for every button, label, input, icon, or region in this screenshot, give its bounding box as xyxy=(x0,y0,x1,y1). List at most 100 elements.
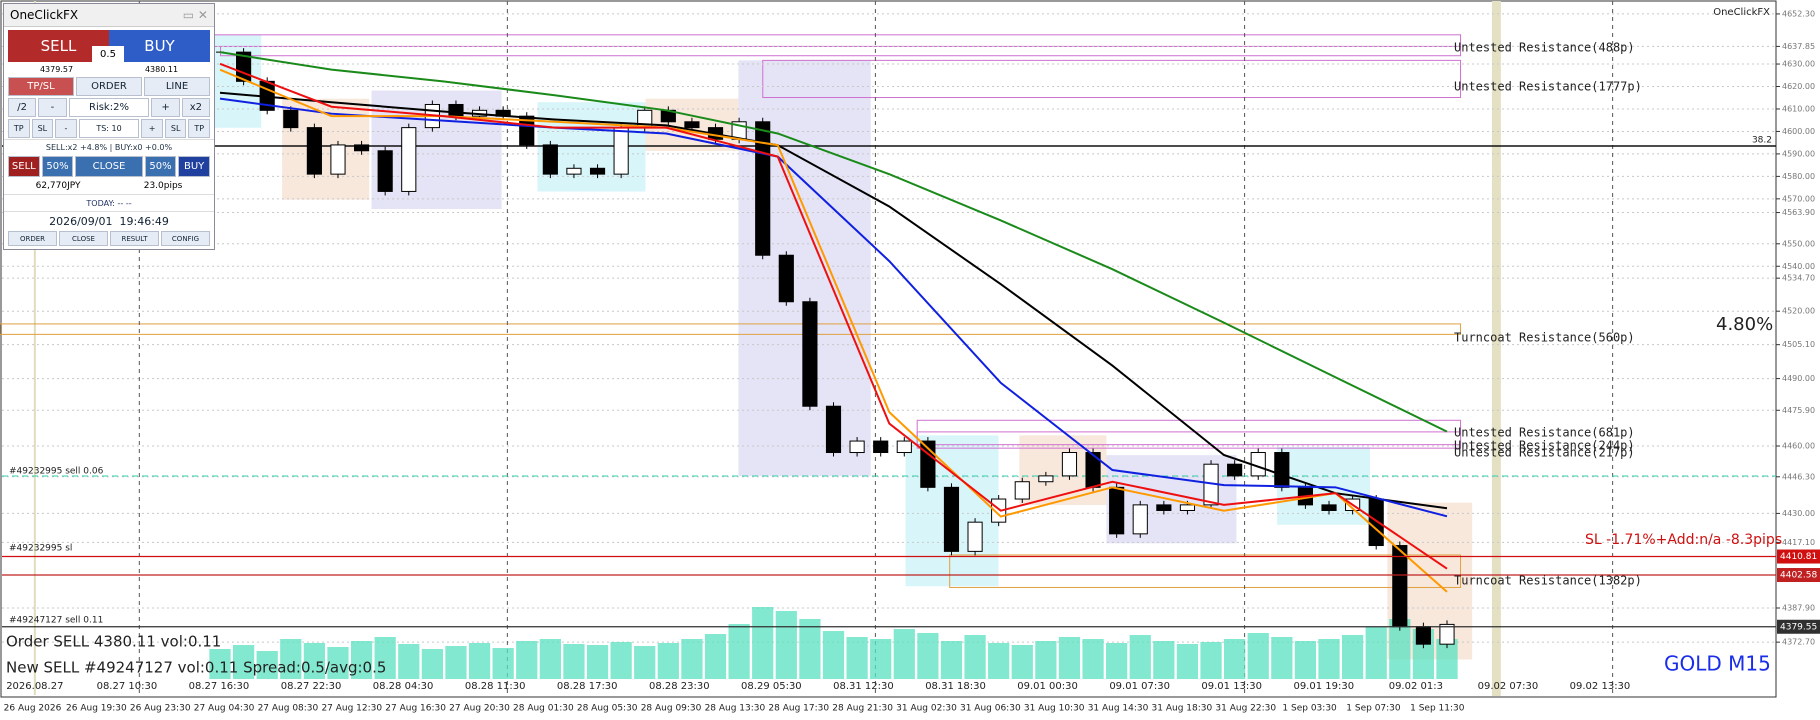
panel-button[interactable]: ORDER xyxy=(8,231,57,246)
annotation: Untested Resistance(681p) xyxy=(1454,426,1635,440)
quotes: 4379.57 4380.11 xyxy=(4,62,214,76)
resistance-zone xyxy=(220,45,1462,57)
candle xyxy=(1061,452,1078,477)
order-panel: OneClickFX ▭ ✕ SELL BUY 0.5 4379.57 4380… xyxy=(3,3,215,250)
volume-bar xyxy=(704,634,727,679)
panel-button[interactable]: - xyxy=(38,98,67,117)
panel-button[interactable]: TP xyxy=(188,119,211,138)
volume-bar xyxy=(421,649,443,679)
price-tag xyxy=(1777,619,1820,634)
y-tick-label: 4490.00 xyxy=(1782,374,1815,383)
date-label: 28 Aug 21:30 xyxy=(832,704,893,714)
candle xyxy=(967,521,983,552)
volume-bar xyxy=(1365,627,1387,679)
price-tag xyxy=(1777,568,1820,583)
y-tick-label: 4620.00 xyxy=(1782,82,1815,91)
panel-button[interactable]: CONFIG xyxy=(161,231,210,246)
buy-button[interactable]: BUY xyxy=(109,30,210,62)
annotation: Untested Resistance(488p) xyxy=(1454,41,1635,55)
volume-bar xyxy=(374,637,396,679)
y-tick-label: 4430.00 xyxy=(1782,509,1815,518)
volume-bar xyxy=(516,641,538,679)
time-label: 08.27 16:30 xyxy=(189,681,250,692)
log-line: Order SELL 4380.11 vol:0.11 xyxy=(6,633,221,651)
volume-bar xyxy=(1389,619,1411,679)
candle xyxy=(283,109,299,129)
panel-button[interactable]: CLOSE xyxy=(59,231,108,246)
panel-button[interactable]: Risk:2% xyxy=(68,98,150,117)
panel-button[interactable]: SELL xyxy=(8,156,40,177)
datetime: 2026/09/01 19:46:49 xyxy=(4,211,214,230)
volume-bar xyxy=(398,644,420,679)
time-label: 09.01 00:30 xyxy=(1017,681,1078,692)
price-data: 4410.81 4402.58 4379.55 2026.08.27 08.27 10:… xyxy=(2,48,1820,714)
y-tick-label: 4505.10 xyxy=(1782,340,1815,349)
panel-button[interactable]: CLOSE xyxy=(75,156,143,177)
candle xyxy=(778,254,794,303)
panel-button[interactable]: 50% xyxy=(41,156,74,177)
panel-button[interactable]: TS: 10 xyxy=(78,119,140,138)
date-label: 26 Aug 2026 xyxy=(4,704,62,714)
date-label: 31 Aug 14:30 xyxy=(1088,704,1149,714)
volume-bar xyxy=(1436,639,1458,679)
volume-bar xyxy=(563,644,585,679)
today: TODAY: -- -- xyxy=(4,194,214,211)
window-buttons[interactable]: ▭ ✕ xyxy=(182,8,208,22)
y-tick-label: 4630.00 xyxy=(1782,60,1815,69)
date-label: 28 Aug 17:30 xyxy=(768,704,829,714)
time-label: 09.01 13:30 xyxy=(1201,681,1262,692)
date-label: 27 Aug 20:30 xyxy=(449,704,510,714)
lot-size[interactable]: 0.5 xyxy=(92,46,124,62)
moving-average xyxy=(219,68,1448,593)
panel-button[interactable]: LINE xyxy=(144,77,210,96)
volume-bar xyxy=(1271,637,1293,679)
panel-titlebar: OneClickFX ▭ ✕ xyxy=(4,4,214,27)
panel-button[interactable]: BUY xyxy=(178,156,210,177)
panel-button[interactable]: + xyxy=(141,119,163,138)
date-label: 31 Aug 18:30 xyxy=(1152,704,1213,714)
date-label: 31 Aug 10:30 xyxy=(1024,704,1085,714)
panel-button[interactable]: x2 xyxy=(181,98,210,117)
candle xyxy=(873,440,889,454)
resistance-zone xyxy=(202,34,1462,47)
panel-button[interactable]: SL xyxy=(164,119,187,138)
volume-bar xyxy=(586,645,609,679)
bid: 4379.57 xyxy=(39,64,74,74)
panel-button[interactable]: 50% xyxy=(144,156,177,177)
sl-info: SL -1.71%+Add:n/a -8.3pips xyxy=(1585,532,1782,548)
panel-button[interactable]: TP xyxy=(8,119,30,138)
panel-button[interactable]: RESULT xyxy=(110,231,159,246)
volume-bar xyxy=(1129,635,1151,679)
candle xyxy=(589,167,606,175)
volume-bar xyxy=(327,647,349,679)
time-label: 08.28 11:30 xyxy=(465,681,526,692)
date-label: 28 Aug 05:30 xyxy=(577,704,638,714)
panel-button[interactable]: - xyxy=(55,119,77,138)
panel-button[interactable]: ORDER xyxy=(76,77,142,96)
panel-button[interactable]: /2 xyxy=(8,98,37,117)
panel-button[interactable]: + xyxy=(151,98,180,117)
volume-bar xyxy=(752,607,774,679)
vertical-band xyxy=(1491,1,1501,696)
time-label: 08.27 10:30 xyxy=(97,681,158,692)
panel-button[interactable]: TP/SL xyxy=(8,77,74,96)
candle xyxy=(943,486,960,552)
candle xyxy=(825,405,842,454)
order-label: #49247127 sell 0.11 xyxy=(9,616,103,626)
session-zone xyxy=(208,34,262,128)
volume-bar xyxy=(1035,641,1057,679)
volume-bar xyxy=(610,642,632,679)
time-label: 09.02 13:30 xyxy=(1570,681,1631,692)
panel-button[interactable]: SL xyxy=(31,119,54,138)
date-label: 1 Sep 03:30 xyxy=(1282,704,1337,714)
y-tick-label: 4540.00 xyxy=(1782,262,1815,271)
trade-buttons: SELL BUY 0.5 xyxy=(8,30,210,62)
candle xyxy=(802,301,818,407)
candle xyxy=(1132,504,1148,535)
volume-bar xyxy=(350,641,373,679)
resistance-zone xyxy=(949,554,1462,588)
date-label: 31 Aug 22:30 xyxy=(1215,704,1276,714)
y-tick-label: 4446.30 xyxy=(1782,472,1815,481)
